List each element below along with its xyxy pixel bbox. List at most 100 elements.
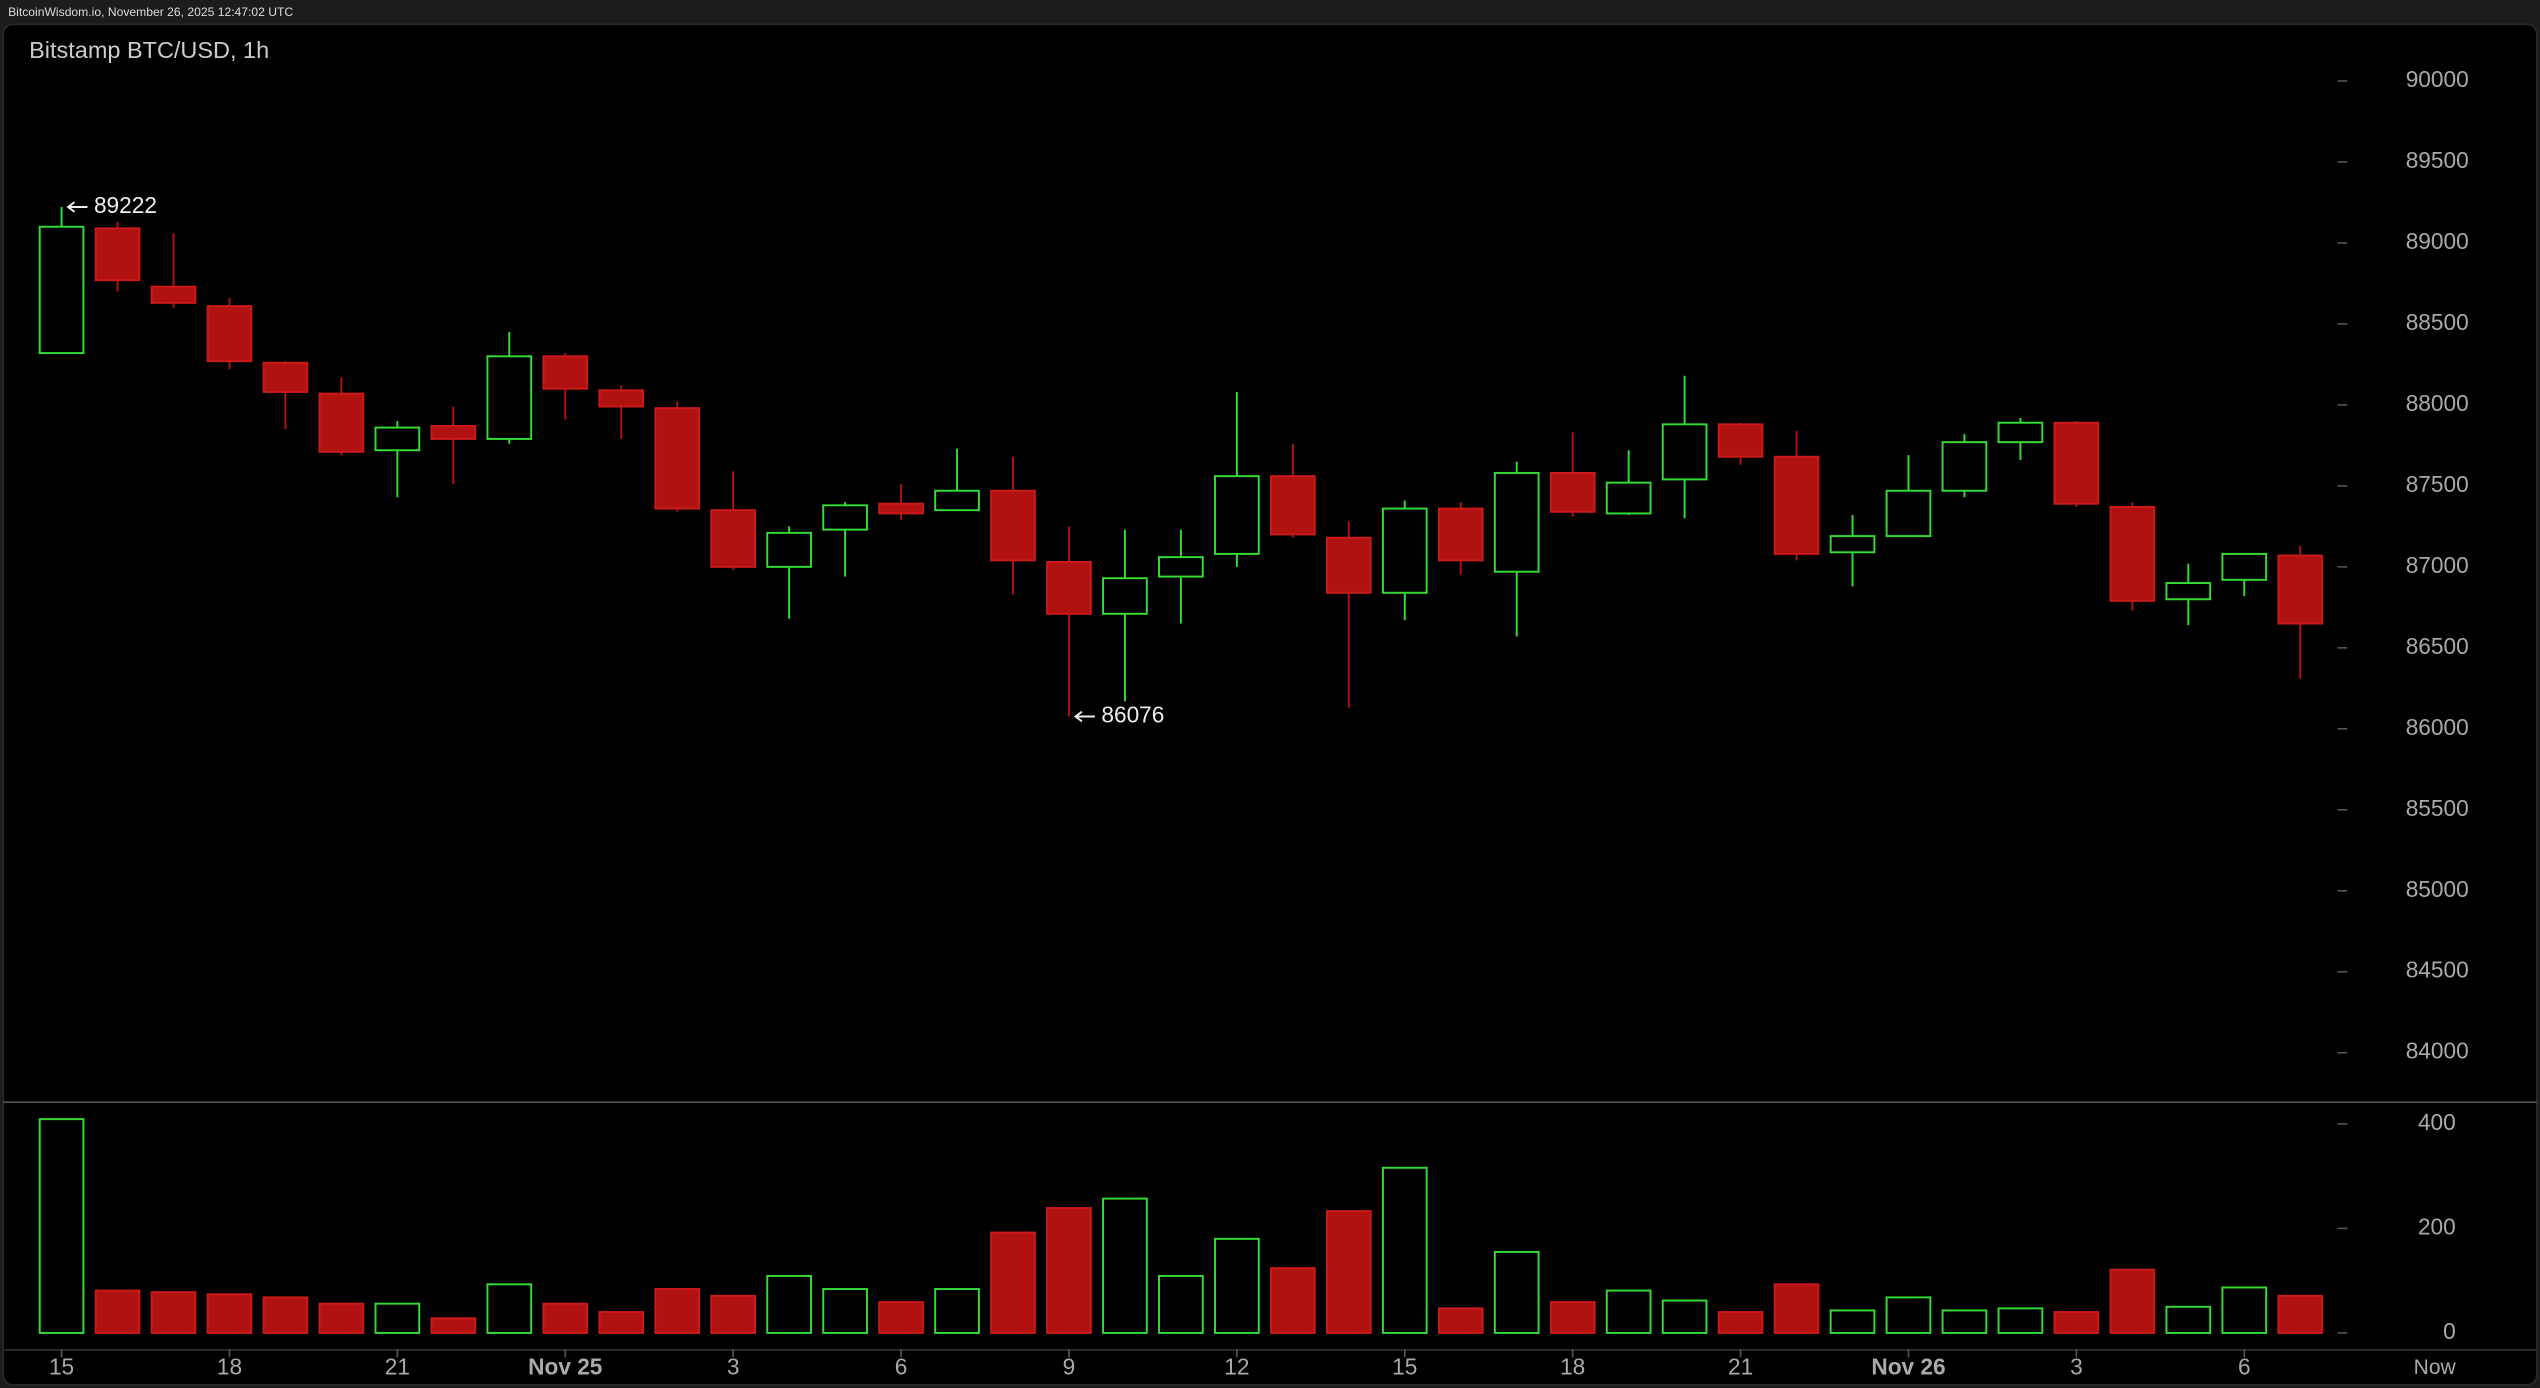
x-tick-label: Nov 25 xyxy=(528,1354,602,1380)
volume-bar xyxy=(1941,1309,1988,1334)
volume-bar xyxy=(990,1231,1036,1334)
candle-body xyxy=(2221,552,2268,581)
candle-body xyxy=(2109,505,2156,602)
volume-bar xyxy=(1605,1289,1652,1334)
volume-bar xyxy=(2221,1286,2268,1334)
y-tick-label: 87000 xyxy=(2406,552,2469,578)
candle-body xyxy=(822,504,868,531)
candle-body xyxy=(598,389,645,408)
y-tick-label: 88000 xyxy=(2406,390,2469,416)
candle-body xyxy=(542,355,589,390)
candle-body xyxy=(934,489,980,512)
volume-bar xyxy=(1493,1250,1540,1334)
volume-bar xyxy=(2109,1268,2156,1334)
candle-body xyxy=(1605,481,1652,515)
volume-bar xyxy=(1661,1299,1708,1334)
candle-body xyxy=(1437,507,1484,562)
volume-bar xyxy=(1214,1237,1260,1334)
candle-body xyxy=(654,407,701,510)
volume-bar xyxy=(1997,1307,2044,1334)
candle-body xyxy=(262,361,309,393)
volume-bar xyxy=(1381,1166,1428,1334)
candle-body xyxy=(1549,471,1596,513)
volume-bar xyxy=(1717,1311,1764,1334)
y-tick-label: 90000 xyxy=(2406,66,2469,92)
annotation-arrow xyxy=(66,201,88,213)
candle-body xyxy=(1885,489,1932,538)
volume-bar xyxy=(262,1296,309,1334)
y-tick-label: 87500 xyxy=(2406,471,2469,497)
candle-body xyxy=(1493,471,1540,573)
candle-body xyxy=(2165,582,2212,601)
volume-bar xyxy=(710,1294,757,1334)
volume-bar xyxy=(934,1288,980,1334)
candle-body xyxy=(1997,421,2044,444)
candle-body xyxy=(2053,421,2100,505)
x-tick-label: 21 xyxy=(1728,1354,1753,1380)
header: BitcoinWisdom.io, November 26, 2025 12:4… xyxy=(8,5,293,19)
volume-bar xyxy=(542,1302,589,1334)
volume-bar xyxy=(2277,1294,2324,1334)
x-end-label: Now xyxy=(2414,1356,2457,1379)
candle-body xyxy=(1381,507,1428,594)
chart-panel xyxy=(2,23,2538,1386)
volume-bar xyxy=(1549,1301,1596,1334)
candle-body xyxy=(1829,535,1876,554)
x-tick-label: 6 xyxy=(895,1354,908,1380)
volume-bar xyxy=(1269,1267,1316,1334)
candle-body xyxy=(1773,455,1820,555)
annotation: 86076 xyxy=(1101,701,1164,727)
x-tick-label: 21 xyxy=(385,1354,410,1380)
volume-bar xyxy=(1437,1307,1484,1334)
candle-body xyxy=(710,509,757,568)
x-tick-label: 6 xyxy=(2238,1354,2251,1380)
candle-body xyxy=(990,489,1036,562)
candle-body xyxy=(1325,536,1372,594)
volume-bar xyxy=(1773,1283,1820,1334)
candle-body xyxy=(1269,475,1316,536)
candle-body xyxy=(1941,441,1988,492)
x-tick-label: 3 xyxy=(2070,1354,2083,1380)
volume-bar xyxy=(1102,1197,1148,1334)
volume-bar xyxy=(150,1291,197,1334)
volume-bar xyxy=(2165,1305,2212,1334)
annotation: 89222 xyxy=(94,192,157,218)
x-tick-label: 18 xyxy=(1560,1354,1585,1380)
volume-tick-label: 400 xyxy=(2418,1109,2456,1135)
volume-bar xyxy=(374,1302,421,1334)
x-tick-label: 3 xyxy=(727,1354,740,1380)
volume-bar xyxy=(1885,1296,1932,1334)
candle-body xyxy=(878,502,924,515)
y-tick-label: 89500 xyxy=(2406,147,2469,173)
candle-body xyxy=(318,392,365,453)
candle-body xyxy=(2277,554,2324,625)
volume-bar xyxy=(822,1288,868,1334)
candle-body xyxy=(1046,561,1092,615)
x-tick-label: 9 xyxy=(1063,1354,1076,1380)
x-tick-label: 12 xyxy=(1224,1354,1249,1380)
volume-bar xyxy=(1325,1210,1372,1334)
volume-bar xyxy=(94,1289,141,1334)
candle-body xyxy=(486,355,533,440)
candle-body xyxy=(150,285,197,304)
y-tick-label: 85500 xyxy=(2406,795,2469,821)
volume-bar xyxy=(598,1311,645,1334)
volume-bar xyxy=(878,1301,924,1334)
candle-body xyxy=(1102,577,1148,615)
y-tick-label: 84000 xyxy=(2406,1038,2469,1064)
x-tick-label: 18 xyxy=(217,1354,242,1380)
candle-body xyxy=(38,225,85,355)
volume-bar xyxy=(318,1302,365,1334)
candle-body xyxy=(1158,556,1204,578)
y-tick-label: 88500 xyxy=(2406,309,2469,335)
x-tick-label: 15 xyxy=(49,1354,74,1380)
volume-bar xyxy=(1046,1207,1092,1334)
candle-body xyxy=(1214,475,1260,555)
candle-body xyxy=(430,424,477,440)
volume-bar xyxy=(430,1317,477,1334)
volume-bar xyxy=(38,1118,85,1334)
candle-body xyxy=(1661,423,1708,481)
volume-bar xyxy=(2053,1311,2100,1334)
